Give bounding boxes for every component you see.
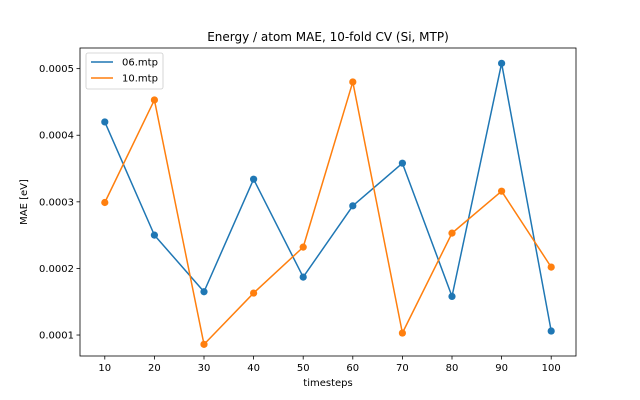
series-point <box>398 329 406 337</box>
series-point <box>101 118 109 126</box>
series-point <box>200 340 208 348</box>
x-axis: 10 20 30 40 50 60 70 80 90 100 <box>98 356 561 374</box>
y-tick-label: 0.0003 <box>39 197 74 208</box>
series-point <box>398 159 406 167</box>
series-point <box>349 202 357 210</box>
legend: 06.mtp 10.mtp <box>85 52 164 90</box>
chart-title: Energy / atom MAE, 10-fold CV (Si, MTP) <box>207 30 449 44</box>
series-point <box>547 327 555 335</box>
x-tick-label: 90 <box>495 363 508 374</box>
y-axis: 0.0001 0.0002 0.0003 0.0004 0.0005 <box>39 64 80 342</box>
series-point <box>448 292 456 300</box>
y-axis-label: MAE [eV] <box>19 179 30 225</box>
y-tick-label: 0.0002 <box>39 264 74 275</box>
series-point <box>299 273 307 281</box>
x-tick-label: 30 <box>198 363 211 374</box>
series-point <box>150 96 158 104</box>
x-tick-label: 80 <box>446 363 459 374</box>
x-tick-label: 50 <box>297 363 310 374</box>
series-line <box>104 81 552 346</box>
y-tick-label: 0.0004 <box>39 131 74 142</box>
series-layer <box>101 59 555 348</box>
y-tick-label: 0.0005 <box>39 64 74 75</box>
series-point <box>498 187 506 195</box>
series-point <box>150 231 158 239</box>
legend-label: 06.mtp <box>122 58 158 69</box>
x-axis-label: timesteps <box>303 378 352 389</box>
x-tick-label: 40 <box>247 363 260 374</box>
series-point <box>448 229 456 237</box>
series-point <box>101 198 109 207</box>
series-point <box>299 243 307 251</box>
plot-area <box>80 48 576 356</box>
x-tick-label: 10 <box>98 363 111 374</box>
legend-label: 10.mtp <box>122 74 158 85</box>
series-point <box>250 289 258 297</box>
y-tick-label: 0.0001 <box>39 331 74 342</box>
series-point <box>250 175 258 183</box>
x-tick-label: 70 <box>396 363 409 374</box>
axes-frame <box>79 47 577 357</box>
series-point <box>547 263 555 271</box>
series-point <box>498 59 506 67</box>
x-tick-label: 100 <box>542 363 561 374</box>
x-tick-label: 60 <box>346 363 359 374</box>
series-point <box>200 288 208 296</box>
series-point <box>349 78 357 86</box>
x-tick-label: 20 <box>148 363 161 374</box>
series-line <box>104 62 552 332</box>
